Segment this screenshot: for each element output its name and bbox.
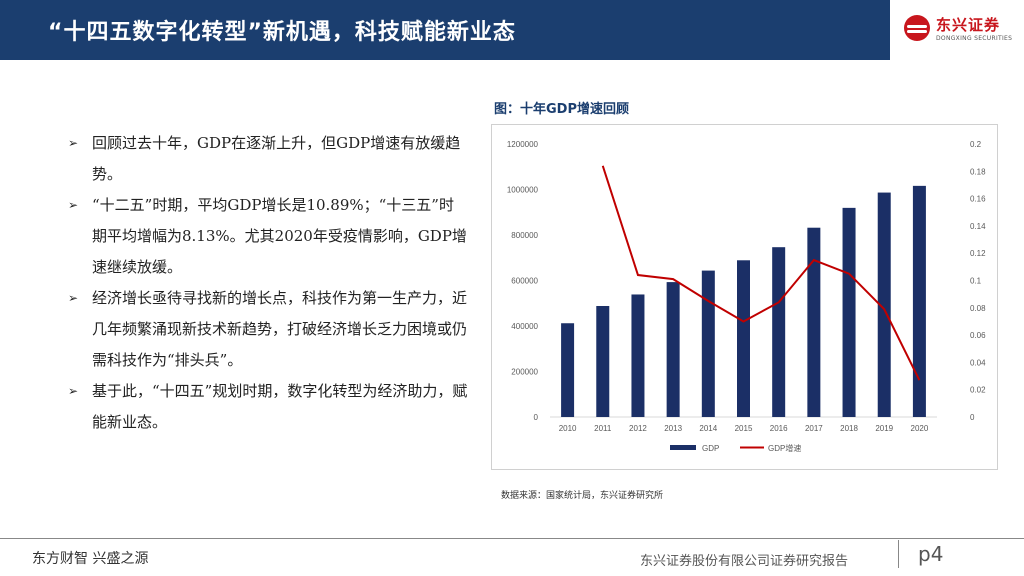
gdp-bar <box>701 270 715 417</box>
title-bar: “十四五数字化转型”新机遇，科技赋能新业态 <box>0 0 890 60</box>
logo-name: 东兴证券 <box>936 16 1001 34</box>
gdp-bar <box>772 247 786 417</box>
gdp-bar <box>561 323 575 417</box>
x-tick-label: 2010 <box>559 424 577 433</box>
data-source: 数据来源：国家统计局，东兴证券研究所 <box>501 491 664 501</box>
logo-icon <box>904 15 930 41</box>
arrow-bullet-icon: ➢ <box>68 198 79 212</box>
arrow-bullet-icon: ➢ <box>68 384 79 398</box>
y-left-tick-label: 1200000 <box>507 140 539 149</box>
gdp-bar <box>877 192 891 417</box>
y-right-tick-label: 0.18 <box>970 167 986 176</box>
y-left-tick-label: 400000 <box>511 322 538 331</box>
bullet-item: ➢ 基于此，“十四五”规划时期，数字化转型为经济助力，赋能新业态。 <box>68 376 468 438</box>
gdp-chart: 0 200000 400000 600000 800000 1000000 1200000 0… <box>507 140 986 453</box>
y-right-tick-label: 0.1 <box>970 277 982 286</box>
chart-panel: 0 200000 400000 600000 800000 1000000 1200000 0… <box>491 124 998 470</box>
x-tick-label: 2017 <box>805 424 823 433</box>
x-tick-label: 2014 <box>699 424 717 433</box>
y-left-tick-label: 200000 <box>511 368 538 377</box>
footer-company: 东兴证券股份有限公司证券研究报告 <box>640 554 849 569</box>
y-left-tick-label: 1000000 <box>507 186 539 195</box>
x-tick-label: 2015 <box>735 424 753 433</box>
y-right-tick-label: 0.14 <box>970 222 986 231</box>
y-right-tick-label: 0.04 <box>970 358 986 367</box>
x-tick-label: 2018 <box>840 424 858 433</box>
y-right-tick-label: 0.06 <box>970 331 986 340</box>
y-right-tick-label: 0.12 <box>970 249 986 258</box>
footer-divider <box>0 538 1024 539</box>
x-tick-label: 2019 <box>875 424 893 433</box>
page-number: p4 <box>918 542 944 566</box>
y-right-tick-label: 0.02 <box>970 386 986 395</box>
gdp-bar <box>737 260 750 417</box>
logo-subtitle: DONGXING SECURITIES <box>936 35 1013 42</box>
legend-growth-label: GDP增速 <box>768 443 801 453</box>
gdp-growth-line <box>601 165 921 381</box>
bullet-text: 回顾过去十年，GDP在逐渐上升，但GDP增速有放缓趋势。 <box>92 134 461 183</box>
y-left-tick-label: 600000 <box>511 277 538 286</box>
x-tick-label: 2016 <box>770 424 788 433</box>
gdp-bar <box>807 227 821 417</box>
x-tick-label: 2020 <box>911 424 929 433</box>
gdp-bar <box>842 207 856 417</box>
y-right-tick-label: 0.16 <box>970 195 986 204</box>
bullet-list: ➢ 回顾过去十年，GDP在逐渐上升，但GDP增速有放缓趋势。 ➢ “十二五”时期，平… <box>68 128 468 438</box>
footer-separator <box>898 540 899 568</box>
bullet-text: 经济增长亟待寻找新的增长点，科技作为第一生产力，近几年频繁涌现新技术新趋势，打破… <box>92 289 468 369</box>
y-left-tick-label: 800000 <box>511 231 538 240</box>
x-tick-label: 2011 <box>594 424 612 433</box>
legend-gdp-label: GDP <box>702 444 719 453</box>
chart-caption: 图：十年GDP增速回顾 <box>494 102 629 117</box>
bullet-text: 基于此，“十四五”规划时期，数字化转型为经济助力，赋能新业态。 <box>92 382 468 431</box>
bullet-text: “十二五”时期，平均GDP增长是10.89%；“十三五”时期平均增幅为8.13%… <box>92 196 467 276</box>
gdp-bar <box>666 282 680 417</box>
bullet-item: ➢ 经济增长亟待寻找新的增长点，科技作为第一生产力，近几年频繁涌现新技术新趋势，打… <box>68 283 468 376</box>
gdp-bar <box>631 294 645 417</box>
company-logo: 东兴证券 DONGXING SECURITIES <box>890 0 1024 60</box>
y-right-tick-label: 0 <box>970 413 975 422</box>
x-tick-label: 2013 <box>664 424 682 433</box>
footer-slogan: 东方财智 兴盛之源 <box>32 551 149 567</box>
bullet-item: ➢ “十二五”时期，平均GDP增长是10.89%；“十三五”时期平均增幅为8.13… <box>68 190 468 283</box>
x-tick-label: 2012 <box>629 424 647 433</box>
page-title: “十四五数字化转型”新机遇，科技赋能新业态 <box>48 20 516 45</box>
y-right-tick-label: 0.2 <box>970 140 982 149</box>
arrow-bullet-icon: ➢ <box>68 291 79 305</box>
gdp-bar <box>596 305 610 417</box>
arrow-bullet-icon: ➢ <box>68 136 79 150</box>
y-right-tick-label: 0.08 <box>970 304 986 313</box>
gdp-bar <box>912 185 926 417</box>
y-left-tick-label: 0 <box>534 413 539 422</box>
bullet-item: ➢ 回顾过去十年，GDP在逐渐上升，但GDP增速有放缓趋势。 <box>68 128 468 190</box>
legend-gdp-swatch <box>670 445 696 450</box>
